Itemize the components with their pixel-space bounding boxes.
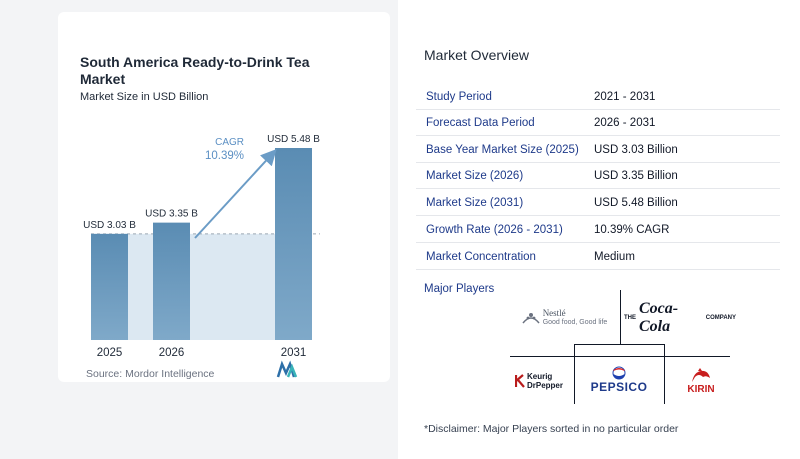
chart-source: Source: Mordor Intelligence	[86, 368, 215, 380]
bar-2031	[275, 148, 312, 340]
chart-subtitle: Market Size in USD Billion	[80, 91, 209, 103]
data-label-2031: USD 5.48 B	[267, 134, 320, 145]
row-key: Base Year Market Size (2025)	[426, 144, 579, 156]
data-label-2025: USD 3.03 B	[83, 220, 136, 231]
major-players-title: Major Players	[424, 283, 495, 295]
logo-grid-divider	[664, 344, 665, 404]
row-value: USD 3.03 Billion	[594, 144, 678, 156]
cagr-label: CAGR	[215, 137, 244, 148]
row-value: 10.39% CAGR	[594, 224, 670, 236]
x-tick-2025: 2025	[97, 347, 123, 359]
cocacola-the: THE	[624, 315, 636, 321]
pepsi-globe-icon	[612, 366, 626, 380]
overview-row-size-2031: Market Size (2031) USD 5.48 Billion	[416, 190, 780, 216]
keurig-line2: DrPepper	[526, 381, 563, 390]
logo-grid-divider	[620, 290, 621, 344]
row-key: Growth Rate (2026 - 2031)	[426, 224, 563, 236]
kirin-name: KIRIN	[687, 383, 715, 395]
cocacola-name: Coca-Cola	[639, 300, 679, 335]
pepsico-logo: PEPSICO	[576, 360, 662, 400]
bar-2026	[153, 222, 190, 340]
row-value: 2021 - 2031	[594, 91, 656, 103]
overview-row-base-year: Base Year Market Size (2025) USD 3.03 Bi…	[416, 137, 780, 163]
row-key: Market Concentration	[426, 251, 536, 263]
kdp-k-icon	[514, 374, 525, 388]
row-key: Study Period	[426, 91, 492, 103]
logo-grid-divider	[510, 356, 730, 357]
market-overview-panel: Market Overview Study Period 2021 - 2031…	[398, 0, 800, 459]
pepsico-name: PEPSICO	[590, 380, 648, 394]
kirin-beast-icon	[692, 367, 710, 382]
row-value: USD 3.35 Billion	[594, 170, 678, 182]
bar-2025	[91, 233, 128, 340]
overview-row-study-period: Study Period 2021 - 2031	[416, 84, 780, 110]
overview-title: Market Overview	[424, 47, 530, 63]
kirin-logo: KIRIN	[670, 362, 732, 400]
keurig-line1: Keurig	[526, 372, 553, 381]
logo-grid-divider	[574, 344, 664, 345]
overview-row-size-2026: Market Size (2026) USD 3.35 Billion	[416, 163, 780, 189]
row-key: Market Size (2026)	[426, 170, 524, 182]
nestle-tagline: Good food, Good life	[542, 319, 608, 326]
row-key: Market Size (2031)	[426, 197, 524, 209]
nestle-name: Nestlé	[542, 308, 566, 318]
row-value: Medium	[594, 251, 635, 263]
nestle-logo: Nestlé Good food, Good life	[510, 298, 618, 338]
cagr-value: 10.39%	[205, 150, 244, 162]
row-value: 2026 - 2031	[594, 117, 656, 129]
cagr-arrow	[194, 149, 277, 239]
logo-grid-divider	[574, 344, 575, 404]
overview-row-forecast-period: Forecast Data Period 2026 - 2031	[416, 110, 780, 136]
baseline-area	[128, 233, 275, 340]
chart-title: South America Ready-to-Drink Tea Market	[80, 54, 310, 87]
bar-chart: USD 3.03 B 2025 USD 3.35 B 2026 USD 5.48 B 20…	[83, 134, 320, 378]
nestle-nest-icon	[522, 313, 540, 324]
disclaimer: *Disclaimer: Major Players sorted in no …	[424, 423, 679, 435]
x-tick-2031: 2031	[281, 347, 307, 359]
x-tick-2026: 2026	[159, 347, 185, 359]
cocacola-logo: THE Coca-Cola COMPANY	[624, 298, 736, 338]
mordor-logo-icon	[276, 360, 298, 378]
cocacola-company: COMPANY	[705, 315, 736, 321]
chart-card: South America Ready-to-Drink Tea Market …	[58, 12, 390, 382]
keurig-drpepper-logo: Keurig DrPepper	[506, 364, 572, 398]
row-key: Forecast Data Period	[426, 117, 535, 129]
row-value: USD 5.48 Billion	[594, 197, 678, 209]
overview-row-concentration: Market Concentration Medium	[416, 244, 780, 270]
data-label-2026: USD 3.35 B	[145, 209, 198, 220]
overview-row-growth-rate: Growth Rate (2026 - 2031) 10.39% CAGR	[416, 217, 780, 243]
